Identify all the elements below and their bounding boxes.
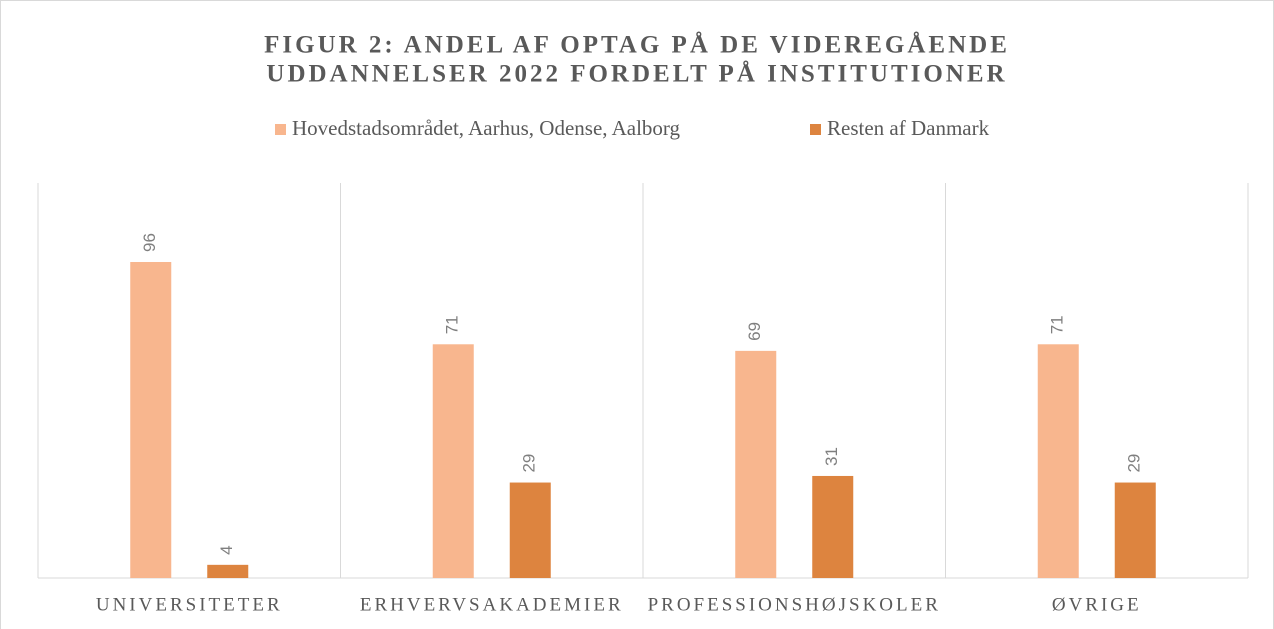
data-label: 31 bbox=[822, 447, 841, 466]
legend-swatch bbox=[810, 124, 821, 135]
data-label: 71 bbox=[443, 315, 462, 334]
data-label: 4 bbox=[217, 545, 236, 554]
legend-label: Resten af Danmark bbox=[827, 116, 990, 140]
x-tick-label: UNIVERSITETER bbox=[96, 594, 283, 615]
bar bbox=[1037, 344, 1079, 578]
bar bbox=[130, 262, 172, 578]
bar bbox=[509, 482, 551, 578]
data-label: 69 bbox=[745, 322, 764, 341]
bar bbox=[1114, 482, 1156, 578]
x-tick-label: ØVRIGE bbox=[1052, 594, 1142, 615]
bar bbox=[735, 350, 777, 578]
data-label: 29 bbox=[1125, 454, 1144, 473]
legend-swatch bbox=[275, 124, 286, 135]
bar bbox=[812, 475, 854, 578]
legend-label: Hovedstadsområdet, Aarhus, Odense, Aalbo… bbox=[292, 116, 681, 140]
x-tick-label: PROFESSIONSHØJSKOLER bbox=[648, 594, 941, 615]
data-label: 29 bbox=[520, 454, 539, 473]
data-label: 71 bbox=[1048, 315, 1067, 334]
chart-title: UDDANNELSER 2022 FORDELT PÅ INSTITUTIONE… bbox=[266, 60, 1007, 88]
data-label: 96 bbox=[140, 233, 159, 252]
bar bbox=[207, 564, 249, 578]
bar bbox=[432, 344, 474, 578]
chart-title: FIGUR 2: ANDEL AF OPTAG PÅ DE VIDEREGÅEN… bbox=[264, 31, 1010, 59]
x-tick-label: ERHVERVSAKADEMIER bbox=[360, 594, 624, 615]
